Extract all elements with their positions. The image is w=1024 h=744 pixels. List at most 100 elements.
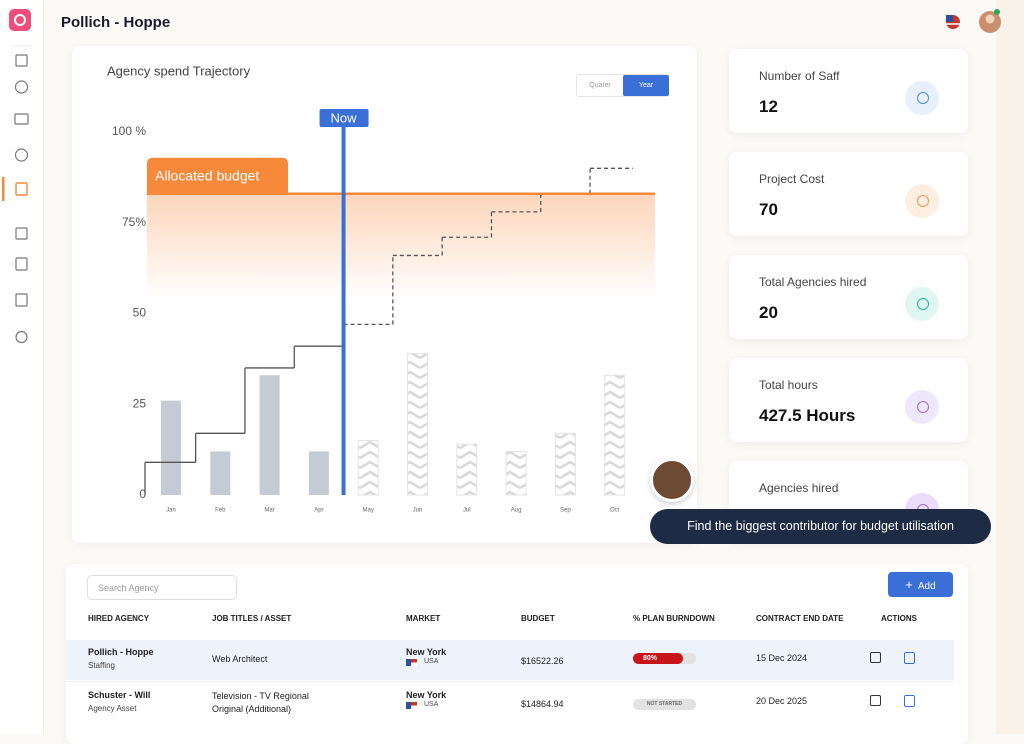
now-label: Now — [331, 110, 358, 125]
search-input[interactable]: Search Agency — [87, 575, 237, 600]
x-tick-label: Feb — [215, 508, 226, 514]
y-tick-label: 0 — [139, 487, 146, 501]
job-title: Web Architect — [212, 654, 268, 664]
stat-icon — [905, 390, 939, 424]
nav-icon[interactable] — [14, 148, 29, 162]
agency-name: Pollich - Hoppe — [88, 647, 154, 657]
y-tick-label: 100 % — [112, 124, 146, 138]
market-city: New York — [406, 647, 447, 657]
flag — [406, 659, 417, 666]
y-tick-label: 75% — [122, 215, 146, 229]
projected-bar — [456, 443, 478, 496]
row-divider — [66, 681, 954, 682]
y-tick-label: 50 — [133, 306, 147, 320]
row-highlight — [66, 640, 954, 680]
nav-icon[interactable] — [15, 257, 28, 271]
view-action[interactable] — [904, 695, 915, 707]
x-tick-label: Aug — [511, 508, 522, 514]
chart-title: Agency spend Trajectory — [107, 63, 251, 78]
market-country: USA — [424, 701, 439, 708]
stat-card: Total hours 427.5 Hours — [729, 358, 968, 442]
stat-value: 20 — [759, 303, 778, 322]
nav-icon[interactable] — [15, 293, 28, 307]
budget: $14864.94 — [521, 699, 564, 709]
x-tick-label: Jan — [166, 508, 176, 514]
flag-canton — [946, 15, 953, 22]
market-city: New York — [406, 690, 447, 700]
stat-label: Total hours — [759, 378, 818, 392]
add-button[interactable]: + Add — [888, 572, 953, 597]
budget-label-box — [147, 157, 288, 194]
nav-icon[interactable] — [14, 113, 29, 125]
x-tick-label: Oct — [610, 508, 620, 514]
budget-area — [147, 193, 655, 300]
header-actions — [946, 9, 1001, 33]
agency-name: Schuster - Will — [88, 690, 151, 700]
column-header: MARKET — [406, 614, 441, 623]
market-country: USA — [424, 658, 439, 665]
stat-label: Project Cost — [759, 172, 825, 186]
job-title: Television - TV Regional Original (Addit… — [212, 691, 309, 714]
column-header: % PLAN BURNDOWN — [633, 614, 715, 623]
status-pill: NOT STARTED — [633, 699, 696, 710]
nav-icon[interactable] — [15, 227, 28, 240]
x-tick-label: Mar — [264, 508, 274, 514]
nav-icon[interactable] — [15, 54, 28, 67]
edit-action[interactable] — [870, 695, 881, 706]
add-plus: + — [905, 577, 913, 592]
stat-card: Number of Saff 12 — [729, 49, 968, 133]
stat-icon-glyph — [917, 298, 929, 310]
stat-value: 12 — [759, 97, 778, 116]
assistant-tooltip[interactable]: Find the biggest contributor for budget … — [650, 509, 991, 544]
contract-end: 20 Dec 2025 — [756, 696, 808, 706]
stat-label: Number of Saff — [759, 69, 840, 83]
toggle-option[interactable]: Year — [623, 75, 669, 96]
status-dot — [994, 9, 1000, 15]
agency-type: Agency Asset — [88, 704, 137, 713]
projected-bar — [604, 374, 626, 496]
x-tick-label: Jul — [463, 508, 471, 514]
stat-label: Agencies hired — [759, 481, 839, 495]
bar — [259, 375, 280, 495]
right-strip — [996, 0, 1024, 734]
page-title: Pollich - Hoppe — [61, 14, 171, 31]
stat-icon — [905, 81, 939, 115]
projected-bar — [357, 440, 379, 496]
stat-icon-glyph — [917, 195, 929, 207]
avatar-face — [985, 14, 995, 24]
stat-icon-glyph — [917, 92, 929, 104]
nav-icon[interactable] — [14, 80, 29, 94]
stat-card: Project Cost 70 — [729, 152, 968, 236]
x-tick-label: May — [363, 508, 374, 514]
chart: Agency spend Trajectory 0 25 50 75% 100 % Jan… — [107, 63, 655, 514]
burndown-label: 80% — [643, 655, 658, 662]
stat-icon-glyph — [917, 401, 929, 413]
column-header: HIRED AGENCY — [88, 614, 150, 623]
sidebar-icons — [2, 9, 32, 344]
x-tick-label: Jun — [413, 508, 423, 514]
nav-icon-active[interactable] — [15, 182, 28, 196]
burndown-fill — [633, 653, 684, 664]
projected-bar — [407, 352, 428, 496]
column-header: JOB TITLES / ASSET — [212, 614, 292, 623]
toggle-option[interactable]: Quater — [589, 82, 611, 89]
stat-label: Total Agencies hired — [759, 275, 867, 289]
edit-action[interactable] — [870, 652, 881, 663]
nav-icon[interactable] — [15, 330, 28, 344]
contract-end: 15 Dec 2024 — [756, 653, 808, 663]
now-label-box — [319, 109, 369, 127]
view-action[interactable] — [904, 652, 915, 664]
bar — [308, 451, 329, 495]
bar — [210, 451, 231, 495]
projected-bar — [505, 450, 527, 496]
add-label: Add — [917, 581, 936, 592]
agency-type: Staffing — [88, 661, 115, 670]
stat-card: Total Agencies hired 20 — [729, 255, 968, 339]
assistant-avatar[interactable] — [650, 458, 694, 502]
column-header: CONTRACT END DATE — [756, 614, 844, 623]
sidebar — [0, 0, 44, 734]
flag — [406, 702, 417, 709]
stat-icon — [905, 287, 939, 321]
x-tick-label: Apr — [314, 508, 323, 514]
